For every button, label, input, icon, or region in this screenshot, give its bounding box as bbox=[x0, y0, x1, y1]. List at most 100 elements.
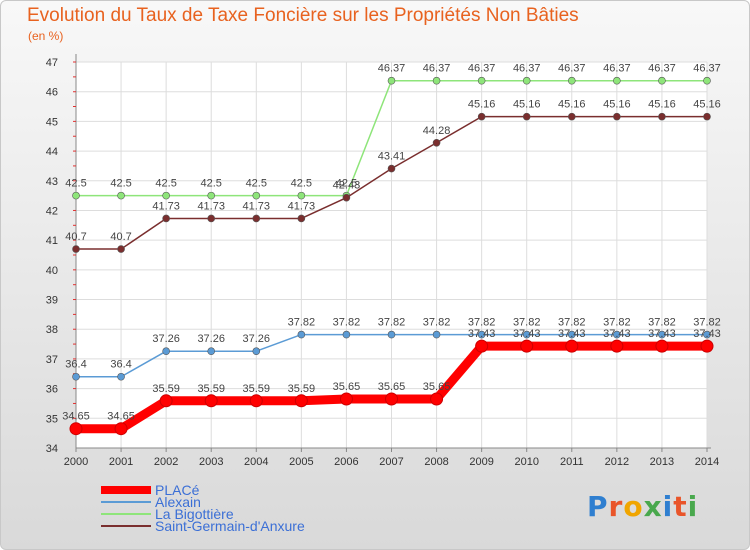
data-label: 40.7 bbox=[65, 231, 86, 243]
legend-swatch bbox=[101, 525, 151, 527]
x-tick-label: 2001 bbox=[109, 456, 133, 468]
y-tick-label: 46 bbox=[46, 87, 58, 99]
data-label: 41.73 bbox=[288, 200, 316, 212]
data-label: 42.5 bbox=[201, 178, 222, 190]
data-point bbox=[655, 339, 669, 353]
data-label: 42.5 bbox=[336, 178, 357, 190]
data-point bbox=[432, 330, 441, 339]
data-point bbox=[700, 339, 714, 353]
data-point bbox=[658, 76, 666, 85]
logo-letter: t bbox=[673, 490, 688, 523]
chart-title: Evolution du Taux de Taxe Foncière sur l… bbox=[27, 5, 579, 26]
data-label: 46.37 bbox=[423, 63, 451, 75]
data-label: 46.37 bbox=[558, 63, 586, 75]
data-label: 35.59 bbox=[197, 383, 225, 395]
data-point bbox=[477, 76, 486, 85]
unit-label: (en %) bbox=[28, 29, 64, 43]
data-point bbox=[207, 214, 216, 223]
data-label: 45.16 bbox=[648, 99, 676, 111]
y-tick-label: 42 bbox=[46, 205, 58, 217]
data-label: 46.37 bbox=[378, 63, 406, 75]
data-label: 37.82 bbox=[558, 317, 586, 329]
x-tick-label: 2007 bbox=[379, 456, 403, 468]
y-tick-label: 39 bbox=[46, 295, 58, 307]
data-label: 42.5 bbox=[291, 178, 312, 190]
data-point bbox=[297, 214, 306, 223]
data-label: 40.7 bbox=[110, 231, 131, 243]
data-label: 37.26 bbox=[152, 333, 180, 345]
data-label: 37.82 bbox=[378, 317, 406, 329]
y-tick-label: 37 bbox=[46, 354, 58, 366]
data-label: 34.65 bbox=[62, 411, 90, 423]
data-point bbox=[565, 339, 579, 353]
y-tick-label: 38 bbox=[46, 324, 58, 336]
data-label: 37.82 bbox=[288, 317, 316, 329]
data-point bbox=[477, 112, 486, 121]
data-label: 37.43 bbox=[693, 328, 721, 340]
data-point bbox=[117, 245, 125, 253]
y-tick-label: 47 bbox=[46, 57, 58, 69]
data-point bbox=[297, 330, 306, 339]
y-tick-label: 36 bbox=[46, 384, 58, 396]
legend-label: La Bigottière bbox=[155, 506, 234, 522]
data-point bbox=[385, 392, 398, 406]
data-label: 37.82 bbox=[333, 317, 361, 329]
y-tick-label: 43 bbox=[46, 176, 58, 188]
data-point bbox=[297, 191, 306, 200]
data-point bbox=[252, 214, 261, 223]
data-point bbox=[703, 112, 711, 121]
x-tick-label: 2005 bbox=[289, 456, 313, 468]
data-point bbox=[117, 372, 125, 381]
logo-letter: P bbox=[587, 490, 609, 523]
legend-label: PLACé bbox=[155, 482, 200, 498]
data-label: 35.59 bbox=[288, 383, 316, 395]
data-point bbox=[72, 191, 80, 200]
logo-letter: o bbox=[623, 490, 644, 523]
data-label: 42.43 bbox=[333, 180, 361, 192]
data-point bbox=[522, 330, 531, 339]
data-point bbox=[252, 347, 261, 356]
data-point bbox=[432, 76, 441, 85]
x-tick-label: 2011 bbox=[560, 456, 584, 468]
data-point bbox=[703, 330, 711, 339]
data-label: 37.43 bbox=[648, 328, 676, 340]
data-label: 41.73 bbox=[243, 200, 271, 212]
data-point bbox=[252, 191, 261, 200]
legend-swatch bbox=[101, 513, 151, 515]
x-tick-label: 2012 bbox=[605, 456, 629, 468]
data-label: 37.26 bbox=[197, 333, 225, 345]
x-tick-label: 2003 bbox=[199, 456, 223, 468]
legend-label: Saint-Germain-d'Anxure bbox=[155, 518, 305, 534]
data-label: 37.43 bbox=[468, 328, 496, 340]
x-tick-label: 2000 bbox=[64, 456, 88, 468]
data-point bbox=[342, 330, 351, 339]
data-point bbox=[207, 191, 216, 200]
x-tick-label: 2014 bbox=[695, 456, 719, 468]
data-label: 37.82 bbox=[513, 317, 541, 329]
data-point bbox=[477, 330, 486, 339]
data-label: 41.73 bbox=[197, 200, 225, 212]
data-point bbox=[204, 394, 218, 408]
data-label: 46.37 bbox=[648, 63, 676, 75]
data-label: 37.82 bbox=[603, 317, 631, 329]
data-point bbox=[520, 339, 534, 353]
data-point bbox=[567, 76, 576, 85]
proxiti-logo: Proxiti bbox=[587, 490, 698, 523]
data-point bbox=[703, 76, 711, 85]
data-point bbox=[294, 394, 308, 408]
data-label: 45.16 bbox=[603, 99, 631, 111]
y-tick-label: 35 bbox=[46, 413, 58, 425]
x-tick-label: 2008 bbox=[424, 456, 448, 468]
data-label: 36.4 bbox=[65, 359, 86, 371]
x-tick-label: 2002 bbox=[154, 456, 178, 468]
y-tick-label: 44 bbox=[46, 146, 58, 158]
x-tick-label: 2006 bbox=[334, 456, 358, 468]
data-label: 35.59 bbox=[152, 383, 180, 395]
y-tick-label: 34 bbox=[46, 443, 58, 455]
data-point bbox=[117, 191, 125, 200]
data-point bbox=[522, 76, 531, 85]
data-label: 45.16 bbox=[693, 99, 721, 111]
x-tick-label: 2004 bbox=[244, 456, 268, 468]
data-point bbox=[613, 330, 621, 339]
